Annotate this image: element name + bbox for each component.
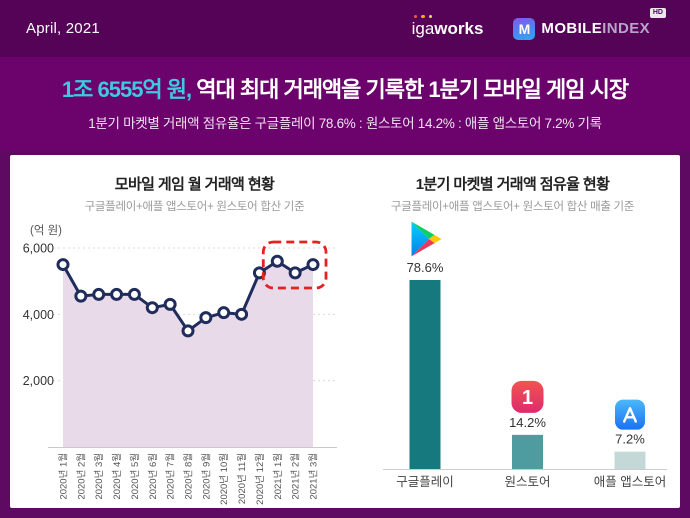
data-point bbox=[145, 301, 159, 315]
headline-subtitle: 1분기 마켓별 거래액 점유율은 구글플레이 78.6% : 원스토어 14.2… bbox=[88, 116, 602, 132]
hd-badge: HD bbox=[649, 7, 666, 18]
brand-logos: igaworks M MOBILEINDEX HD bbox=[411, 7, 666, 40]
igaworks-logo-bold: works bbox=[434, 18, 484, 38]
data-point bbox=[288, 266, 302, 280]
x-axis-tick-label: 2020년 7월 bbox=[165, 453, 177, 500]
igaworks-logo: igaworks bbox=[411, 14, 484, 39]
y-axis-tick-label: 4,000 bbox=[23, 308, 54, 322]
bar-category-label: 구글플레이 bbox=[396, 475, 454, 489]
igaworks-logo-light: iga bbox=[411, 18, 435, 38]
google-play-icon bbox=[411, 221, 442, 257]
headline-highlight: 1조 6555억 원, bbox=[61, 77, 192, 102]
x-axis-tick-label: 2020년 3월 bbox=[93, 453, 105, 500]
igaworks-dots-icon bbox=[413, 14, 433, 18]
area-fill bbox=[63, 261, 313, 447]
data-point bbox=[217, 306, 231, 320]
app-store-icon bbox=[615, 399, 645, 430]
bar-value-label: 7.2% bbox=[615, 432, 645, 447]
line-chart-subtitle: 구글플레이+애플 앱스토어+ 원스토어 합산 기준 bbox=[84, 201, 305, 213]
bar-value-label: 78.6% bbox=[407, 260, 444, 275]
x-axis-tick-label: 2021년 1월 bbox=[272, 453, 284, 500]
x-axis-labels: 2020년 1월 2020년 2월 2020년 3월 2020년 4월 2020년 5월… bbox=[58, 453, 320, 505]
data-point-markers bbox=[56, 254, 320, 338]
x-axis-tick-label: 2020년 10월 bbox=[218, 453, 230, 505]
data-point bbox=[306, 258, 320, 272]
mobileindex-wordmark: MOBILEINDEX bbox=[541, 20, 650, 37]
svg-text:1: 1 bbox=[522, 387, 533, 409]
charts-card: 모바일 게임 월 거래액 현황 구글플레이+애플 앱스토어+ 원스토어 합산 기… bbox=[10, 155, 680, 508]
y-axis-tick-label: 2,000 bbox=[23, 374, 54, 388]
x-axis-tick-label: 2021년 3월 bbox=[308, 453, 320, 500]
x-axis-tick-label: 2020년 9월 bbox=[200, 453, 212, 500]
bar-one-store bbox=[512, 434, 543, 469]
bar-chart-subtitle: 구글플레이+애플 앱스토어+ 원스토어 합산 매출 기준 bbox=[390, 201, 635, 213]
x-axis-tick-label: 2020년 11월 bbox=[236, 453, 248, 504]
mobileindex-logo: M MOBILEINDEX HD bbox=[513, 7, 666, 40]
bar-value-label: 14.2% bbox=[509, 415, 546, 430]
bar-chart-title: 1분기 마켓별 거래액 점유율 현황 bbox=[415, 176, 610, 193]
report-date: April, 2021 bbox=[26, 20, 100, 37]
bar-google-play bbox=[409, 280, 441, 469]
data-point bbox=[270, 254, 284, 268]
x-axis-tick-label: 2020년 2월 bbox=[75, 453, 87, 500]
x-axis-tick-label: 2020년 12월 bbox=[254, 453, 266, 505]
data-point bbox=[127, 287, 141, 301]
x-axis-tick-label: 2020년 4월 bbox=[111, 453, 123, 500]
x-axis-tick-label: 2021년 2월 bbox=[290, 453, 302, 500]
y-axis-unit-label: (억 원) bbox=[30, 225, 63, 237]
data-point bbox=[235, 307, 249, 321]
headline-banner: 1조 6555억 원, 역대 최대 거래액을 기록한 1분기 모바일 게임 시장… bbox=[0, 57, 690, 151]
data-point bbox=[92, 287, 106, 301]
x-axis-tick-label: 2020년 1월 bbox=[58, 453, 70, 500]
data-point bbox=[56, 258, 70, 272]
bar-app-store bbox=[614, 451, 646, 469]
bar-category-label: 원스토어 bbox=[504, 475, 550, 489]
x-axis-tick-label: 2020년 8월 bbox=[183, 453, 195, 500]
headline-title: 1조 6555억 원, 역대 최대 거래액을 기록한 1분기 모바일 게임 시장 bbox=[0, 77, 690, 102]
data-point bbox=[163, 297, 177, 311]
market-share-bar-chart: 78.6% 구글플레이 14.2% 원스토어 1 7.2% 애플 앱스토어 bbox=[383, 221, 667, 489]
data-point bbox=[110, 287, 124, 301]
y-axis-tick-label: 6,000 bbox=[23, 242, 54, 256]
bar-category-label: 애플 앱스토어 bbox=[594, 475, 666, 489]
data-point bbox=[181, 324, 195, 338]
top-header: April, 2021 igaworks M MOBILEINDEX HD bbox=[0, 0, 690, 57]
one-store-icon: 1 bbox=[511, 380, 544, 413]
market-share-panel: 1분기 마켓별 거래액 점유율 현황 구글플레이+애플 앱스토어+ 원스토어 합… bbox=[345, 155, 680, 508]
mobileindex-m-icon: M bbox=[513, 17, 536, 40]
x-axis-tick-label: 2020년 5월 bbox=[129, 453, 141, 500]
data-point bbox=[74, 289, 88, 303]
x-axis-tick-label: 2020년 6월 bbox=[147, 453, 159, 500]
data-point bbox=[199, 311, 213, 325]
monthly-revenue-panel: 모바일 게임 월 거래액 현황 구글플레이+애플 앱스토어+ 원스토어 합산 기… bbox=[10, 155, 345, 508]
headline-rest: 역대 최대 거래액을 기록한 1분기 모바일 게임 시장 bbox=[196, 77, 629, 102]
q1-highlight-box bbox=[261, 240, 328, 290]
line-chart-title: 모바일 게임 월 거래액 현황 bbox=[114, 176, 275, 193]
